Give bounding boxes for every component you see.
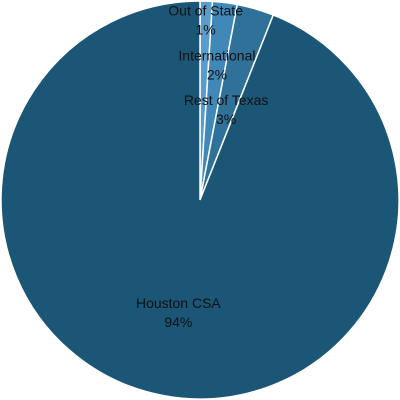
slice-label: International	[178, 47, 255, 63]
slice-value-label: 2%	[207, 66, 227, 82]
slice-label: Rest of Texas	[184, 92, 269, 108]
slice-value-label: 1%	[196, 22, 216, 38]
slice-value-label: 3%	[216, 111, 236, 127]
slice-value-label: 94%	[164, 314, 192, 330]
slice-label: Houston CSA	[136, 295, 221, 311]
slice-label: Out of State	[168, 3, 243, 19]
